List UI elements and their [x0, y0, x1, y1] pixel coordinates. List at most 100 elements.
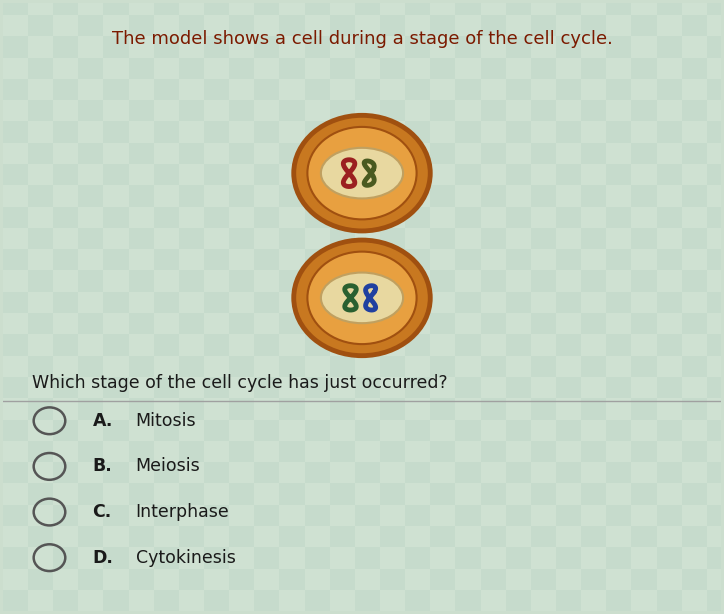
Bar [481, 79, 505, 100]
Bar [279, 313, 305, 335]
Bar [3, 228, 28, 249]
Bar [707, 526, 724, 547]
Bar [481, 15, 505, 36]
Bar [204, 569, 229, 590]
Bar [153, 15, 179, 36]
Bar [28, 292, 53, 313]
Bar [254, 122, 279, 142]
Bar [380, 206, 405, 228]
Bar [631, 292, 657, 313]
Text: A.: A. [93, 412, 113, 430]
Bar [329, 228, 355, 249]
Bar [481, 505, 505, 526]
Bar [28, 526, 53, 547]
Bar [3, 569, 28, 590]
Bar [631, 356, 657, 377]
Bar [581, 15, 606, 36]
Bar [606, 79, 631, 100]
Bar [505, 100, 531, 122]
Bar [581, 206, 606, 228]
Bar [455, 228, 481, 249]
Bar [505, 15, 531, 36]
Bar [153, 590, 179, 611]
Bar [606, 36, 631, 58]
Bar [430, 335, 455, 356]
Bar [455, 590, 481, 611]
Bar [305, 249, 329, 271]
Bar [229, 547, 254, 569]
Bar [556, 356, 581, 377]
Bar [204, 590, 229, 611]
Bar [531, 271, 556, 292]
Bar [128, 36, 153, 58]
Bar [531, 398, 556, 419]
Bar [78, 526, 104, 547]
Bar [104, 228, 128, 249]
Bar [631, 547, 657, 569]
Bar [355, 313, 380, 335]
Bar [179, 377, 204, 398]
Bar [128, 0, 153, 15]
Bar [254, 271, 279, 292]
Bar [53, 100, 78, 122]
Bar [581, 0, 606, 15]
Bar [355, 419, 380, 441]
Bar [505, 292, 531, 313]
Bar [682, 569, 707, 590]
Bar [481, 292, 505, 313]
Bar [355, 228, 380, 249]
Bar [329, 185, 355, 206]
Bar [505, 228, 531, 249]
Bar [405, 249, 430, 271]
Bar [78, 335, 104, 356]
Bar [279, 505, 305, 526]
Bar [606, 142, 631, 164]
Bar [355, 36, 380, 58]
Bar [179, 526, 204, 547]
Bar [329, 271, 355, 292]
Bar [3, 526, 28, 547]
Bar [682, 0, 707, 15]
Bar [229, 15, 254, 36]
Bar [405, 206, 430, 228]
Bar [53, 547, 78, 569]
Bar [556, 206, 581, 228]
Bar [707, 185, 724, 206]
Bar [405, 483, 430, 505]
Bar [153, 547, 179, 569]
Bar [682, 164, 707, 185]
Bar [128, 271, 153, 292]
Bar [104, 462, 128, 483]
Bar [657, 547, 682, 569]
Bar [153, 335, 179, 356]
Bar [631, 398, 657, 419]
Bar [179, 441, 204, 462]
Bar [254, 79, 279, 100]
Bar [355, 271, 380, 292]
Bar [657, 441, 682, 462]
Bar [631, 164, 657, 185]
Bar [229, 313, 254, 335]
Bar [707, 569, 724, 590]
Bar [355, 356, 380, 377]
Bar [531, 505, 556, 526]
Bar [3, 0, 28, 15]
Bar [153, 100, 179, 122]
Bar [153, 164, 179, 185]
Bar [380, 58, 405, 79]
Bar [28, 36, 53, 58]
Bar [305, 100, 329, 122]
Bar [455, 122, 481, 142]
Bar [505, 590, 531, 611]
Bar [556, 313, 581, 335]
Bar [53, 590, 78, 611]
Bar [606, 164, 631, 185]
Bar [179, 79, 204, 100]
Bar [204, 15, 229, 36]
Bar [305, 228, 329, 249]
Bar [104, 271, 128, 292]
Bar [53, 228, 78, 249]
Bar [355, 590, 380, 611]
Bar [28, 122, 53, 142]
Bar [707, 313, 724, 335]
